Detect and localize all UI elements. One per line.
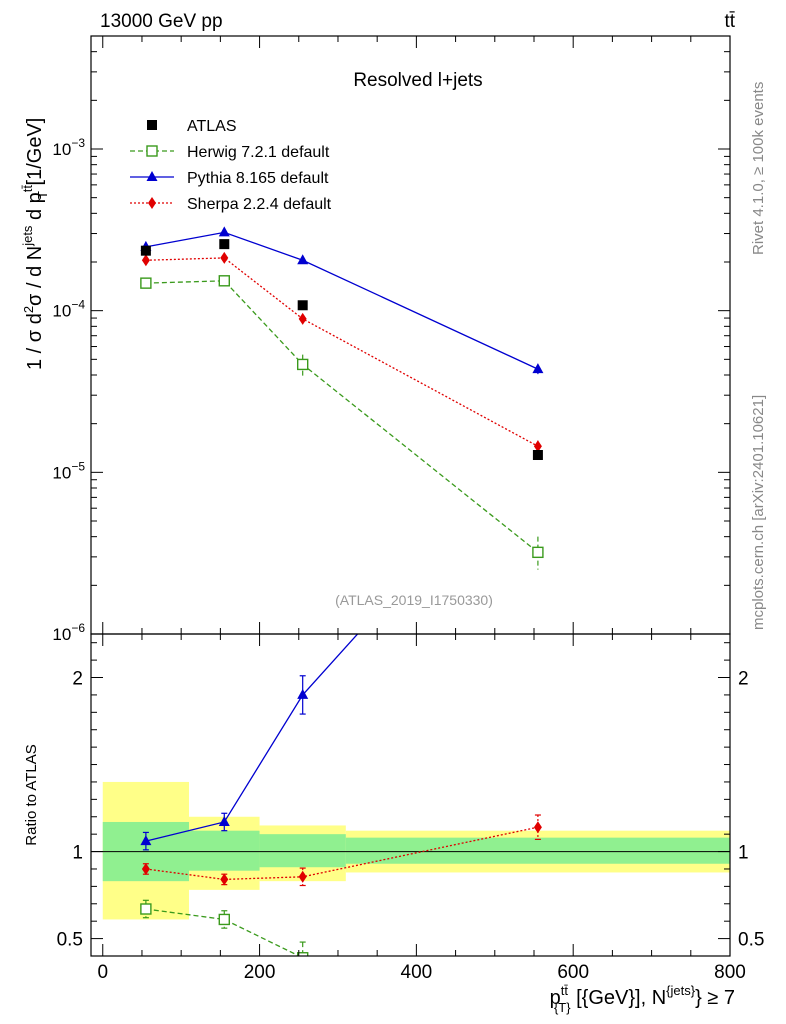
y-tick-label: 10−6 (52, 621, 85, 644)
legend-herwig-marker (146, 145, 158, 157)
analysis-id-label: (ATLAS_2019_I1750330) (335, 592, 493, 608)
sherpa-ratio-line (145, 826, 539, 881)
sherpa-ratio-point-2 (298, 870, 307, 883)
ratio-panel: 0.5 0.5 1 1 2 2 0 200 400 600 800 (57, 428, 764, 987)
rivet-version-label: Rivet 4.1.0, ≥ 100k events (750, 82, 767, 255)
legend-pythia-marker (146, 171, 158, 181)
herwig-ratio-point-2 (296, 952, 309, 956)
svg-text:1 / σ d2σ / d Njets d ptt̄T [1: 1 / σ d2σ / d Njets d ptt̄T [1/GeV] (20, 118, 50, 370)
legend-atlas-label: ATLAS (187, 118, 237, 135)
y-tick-label: 10−3 (52, 136, 85, 159)
x-tick-label: 200 (244, 962, 276, 983)
herwig-ratio-line (145, 908, 301, 956)
main-panel: 10−3 10−4 10−5 10−6 Resolved l+jets (ATLAS_… (52, 35, 731, 644)
x-tick-label: 0 (97, 962, 108, 983)
herwig-main-point-1 (218, 275, 230, 287)
sherpa-main-point-1 (220, 251, 229, 264)
y-axis-title: 1 / σ d2σ / d Njets d ptt̄T [1/GeV] (20, 118, 50, 370)
y-tick-label: 10−5 (52, 459, 85, 482)
herwig-ratio-point-1 (218, 913, 230, 926)
atlas-data-point-1 (219, 239, 230, 250)
band-inner-2 (259, 834, 346, 868)
herwig-main-point-0 (140, 277, 152, 289)
main-axes: 10−3 10−4 10−5 10−6 (52, 35, 731, 644)
herwig-main-point-2 (296, 358, 309, 371)
chart-title: Resolved l+jets (353, 70, 482, 91)
main-plot-area (140, 226, 544, 570)
sherpa-main-line (145, 257, 539, 447)
sherpa-ratio-point-3 (533, 821, 542, 834)
sherpa-main-point-3 (533, 440, 542, 453)
pythia-ratio-point-0 (140, 835, 152, 846)
x-tick-label: 600 (557, 962, 589, 983)
pythia-main-point-3 (532, 363, 544, 374)
legend-herwig-label: Herwig 7.2.1 default (187, 144, 330, 161)
legend: ATLAS Herwig 7.2.1 default Pythia 8.165 de… (130, 118, 332, 213)
legend-sherpa-label: Sherpa 2.2.4 default (187, 196, 332, 213)
mcplots-label: mcplots.cern.ch [arXiv:2401.10621] (750, 395, 767, 630)
x-tick-label: 400 (401, 962, 433, 983)
atlas-data-point-3 (532, 450, 543, 461)
ratio-plot-area (91, 428, 730, 987)
ratio-axes: 0.5 0.5 1 1 2 2 0 200 400 600 800 (57, 634, 764, 983)
x-tick-label: 800 (714, 962, 746, 983)
herwig-main-point-3 (532, 546, 544, 559)
svg-text:ptt̄{T} [{GeV}], N{jets}} ≥ 7: ptt̄ {T} [{GeV}], N{jets}} ≥ 7 (550, 983, 735, 1015)
x-axis-title: ptt̄ {T} [{GeV}], N{jets}} ≥ 7 (550, 983, 735, 1015)
herwig-main-line (145, 280, 539, 553)
atlas-data-point-2 (297, 300, 308, 311)
ratio-tick-label-right: 1 (738, 843, 749, 864)
sherpa-main-point-2 (298, 312, 307, 325)
energy-label: 13000 GeV pp (100, 11, 223, 32)
ratio-panel-frame (90, 633, 731, 957)
ratio-tick-label-left: 0.5 (57, 930, 83, 951)
pythia-main-line (145, 231, 539, 370)
process-label: tt̄ (724, 11, 735, 32)
ratio-tick-label-left: 1 (72, 843, 83, 864)
ratio-tick-label-right: 2 (738, 669, 749, 690)
legend-atlas-marker (147, 120, 157, 130)
pythia-ratio-point-2 (297, 688, 309, 699)
herwig-ratio-point-0 (140, 903, 152, 915)
sherpa-main-point-0 (141, 254, 150, 267)
pythia-ratio-line (145, 634, 359, 842)
atlas-data-point-0 (140, 245, 151, 256)
legend-sherpa-marker (148, 197, 156, 209)
ratio-tick-label-left: 2 (72, 669, 83, 690)
legend-pythia-label: Pythia 8.165 default (187, 170, 329, 187)
ratio-tick-label-right: 0.5 (738, 930, 764, 951)
pythia-main-point-2 (297, 254, 309, 265)
sherpa-ratio-point-1 (220, 873, 229, 886)
pythia-ratio-point-1 (218, 815, 230, 826)
pythia-ratio-point-3 (532, 428, 543, 438)
band-inner-1 (189, 830, 260, 871)
sherpa-ratio-point-0 (141, 862, 150, 875)
herwig-ratio-point-3 (533, 977, 543, 987)
y-tick-label: 10−4 (52, 298, 85, 321)
band-inner-3 (345, 837, 730, 864)
ratio-axis-title: Ratio to ATLAS (23, 744, 40, 845)
pythia-main-point-1 (218, 226, 230, 237)
